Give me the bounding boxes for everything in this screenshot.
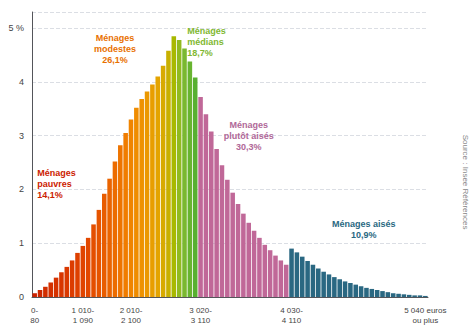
svg-text:26,1%: 26,1% <box>102 55 128 65</box>
svg-text:ou plus: ou plus <box>412 316 438 325</box>
svg-text:0: 0 <box>19 292 24 302</box>
svg-text:14,1%: 14,1% <box>37 190 63 200</box>
svg-text:plutôt aisés: plutôt aisés <box>224 131 274 141</box>
svg-text:2 010-: 2 010- <box>120 306 143 315</box>
svg-text:1: 1 <box>19 238 24 248</box>
svg-text:1 090: 1 090 <box>73 316 94 325</box>
svg-text:Source : Insee Références: Source : Insee Références <box>461 135 470 230</box>
svg-text:Ménages: Ménages <box>187 26 226 36</box>
svg-text:5 %: 5 % <box>8 23 24 33</box>
svg-text:2: 2 <box>19 184 24 194</box>
svg-text:4: 4 <box>19 77 24 87</box>
svg-text:30,3%: 30,3% <box>236 142 262 152</box>
svg-text:médians: médians <box>187 37 224 47</box>
svg-text:80: 80 <box>30 316 39 325</box>
svg-text:Ménages aisés: Ménages aisés <box>332 219 396 229</box>
svg-text:pauvres: pauvres <box>37 179 72 189</box>
svg-text:3 020-: 3 020- <box>189 306 212 315</box>
svg-text:18,7%: 18,7% <box>187 48 213 58</box>
svg-text:4 110: 4 110 <box>282 316 302 325</box>
svg-text:3 110: 3 110 <box>191 316 211 325</box>
svg-text:Ménages: Ménages <box>96 33 135 43</box>
svg-text:5 040 euros: 5 040 euros <box>404 306 446 315</box>
svg-text:2 100: 2 100 <box>121 316 142 325</box>
svg-text:0-: 0- <box>31 306 38 315</box>
svg-text:3: 3 <box>19 131 24 141</box>
svg-text:4 030-: 4 030- <box>280 306 303 315</box>
svg-text:Ménages: Ménages <box>37 168 76 178</box>
svg-text:10,9%: 10,9% <box>351 230 377 240</box>
svg-text:modestes: modestes <box>94 44 136 54</box>
svg-text:Ménages: Ménages <box>229 120 268 130</box>
svg-text:1 010-: 1 010- <box>71 306 94 315</box>
